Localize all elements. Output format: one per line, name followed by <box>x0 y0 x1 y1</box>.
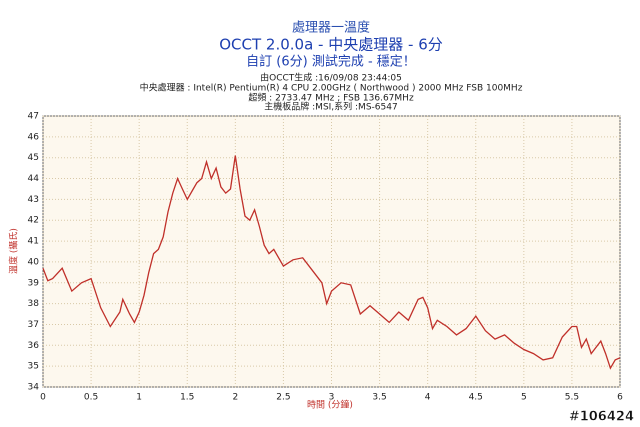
x-tick-label: 1 <box>136 393 142 403</box>
y-tick-label: 43 <box>28 195 39 205</box>
x-axis-label: 時間 (分鐘) <box>307 399 353 411</box>
temperature-line <box>42 155 621 370</box>
x-tick-label: 5.5 <box>565 393 579 403</box>
y-tick-label: 41 <box>28 237 39 247</box>
info-line: 中央處理器 : Intel(R) Pentium(R) 4 CPU 2.00GH… <box>140 82 523 94</box>
y-tick-label: 37 <box>28 320 39 330</box>
x-tick-label: 0 <box>40 393 46 403</box>
x-tick-label: 0.5 <box>84 393 98 403</box>
chart-subtitle: 自訂 (6分) 測試完成 - 穩定！ <box>246 54 416 70</box>
x-tick-label: 6 <box>617 393 623 403</box>
y-axis-label: 溫度 (攝氏) <box>8 228 20 274</box>
y-tick-label: 35 <box>28 362 39 372</box>
info-line: 由OCCT生成 :16/09/08 23:44:05 <box>260 72 402 84</box>
x-tick-label: 3 <box>329 393 335 403</box>
info-line: 超頻 : 2733.47 MHz ; FSB 136.67MHz <box>248 92 414 104</box>
y-tick-label: 45 <box>28 153 39 163</box>
y-tick-label: 44 <box>28 174 40 184</box>
x-tick-label: 1.5 <box>180 393 194 403</box>
y-tick-label: 40 <box>28 257 40 267</box>
x-tick-label: 2.5 <box>276 393 290 403</box>
info-line: 主機板品牌 :MSI,系列 :MS-6547 <box>264 101 397 113</box>
y-tick-label: 39 <box>28 278 40 288</box>
x-tick-label: 4.5 <box>469 393 483 403</box>
chart-supertitle: 處理器一溫度 <box>292 20 370 36</box>
y-tick-label: 46 <box>28 132 40 142</box>
x-tick-label: 2 <box>232 393 238 403</box>
watermark: #106424 <box>569 410 634 425</box>
x-tick-label: 4 <box>425 393 431 403</box>
y-tick-label: 47 <box>28 112 39 122</box>
chart-title: OCCT 2.0.0a - 中央處理器 - 6分 <box>219 36 443 54</box>
x-tick-label: 5 <box>521 393 527 403</box>
y-tick-label: 42 <box>28 216 39 226</box>
y-tick-label: 34 <box>28 383 40 393</box>
y-tick-label: 38 <box>28 299 40 309</box>
y-tick-label: 36 <box>28 341 40 351</box>
x-tick-label: 3.5 <box>372 393 386 403</box>
